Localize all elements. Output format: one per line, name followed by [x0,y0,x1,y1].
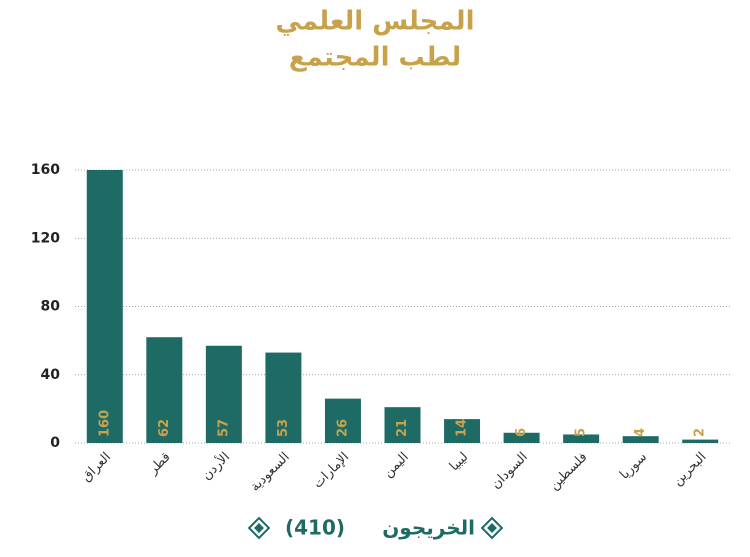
chart-title: المجلس العلمي [276,7,475,37]
chart-subtitle: لطب المجتمع [289,43,461,73]
x-tick-label: الأردن [198,448,233,483]
y-tick-label: 40 [41,367,61,383]
bar [622,436,659,443]
y-tick-label: 160 [31,162,60,178]
x-tick-label: البحرين [670,450,709,489]
y-tick-label: 0 [50,435,60,451]
legend-icon-inner [254,523,264,533]
bar [384,407,421,443]
value-label: 5 [574,428,589,437]
value-label: 14 [455,419,470,437]
bar [265,352,302,443]
x-tick-label: السعودية [248,450,293,495]
value-label: 26 [335,419,350,437]
value-label: 2 [693,428,708,437]
legend: الخريجون (410) [247,516,504,540]
value-label: 160 [97,410,112,437]
x-tick-label: قطر [145,450,173,478]
value-label: 21 [395,419,410,437]
bar [146,337,183,443]
bar [444,419,481,443]
x-tick-label: الإمارات [310,450,352,492]
legend-icon [480,516,504,540]
y-tick-label: 120 [31,230,60,246]
legend-icon-inner [487,523,497,533]
y-tick-label: 80 [41,299,61,315]
bar [324,398,361,443]
x-tick-label: العراق [79,450,114,485]
x-tick-label: سوريا [617,450,650,483]
x-tick-label: ليبيا [447,450,472,475]
legend-label: الخريجون [382,516,475,540]
value-label: 6 [514,428,529,437]
bar [682,439,719,443]
x-tick-label: اليمن [381,450,412,481]
bar [503,432,540,443]
value-label: 62 [157,419,172,437]
value-label: 57 [216,419,231,437]
x-tick-label: السودان [489,450,531,492]
value-label: 4 [633,428,648,437]
value-label: 53 [276,419,291,437]
legend-icon [247,516,271,540]
legend-total: (410) [285,516,345,540]
bar [563,434,600,443]
x-tick-label: فلسطين [547,450,591,494]
bar [205,345,242,443]
bar [86,170,123,443]
